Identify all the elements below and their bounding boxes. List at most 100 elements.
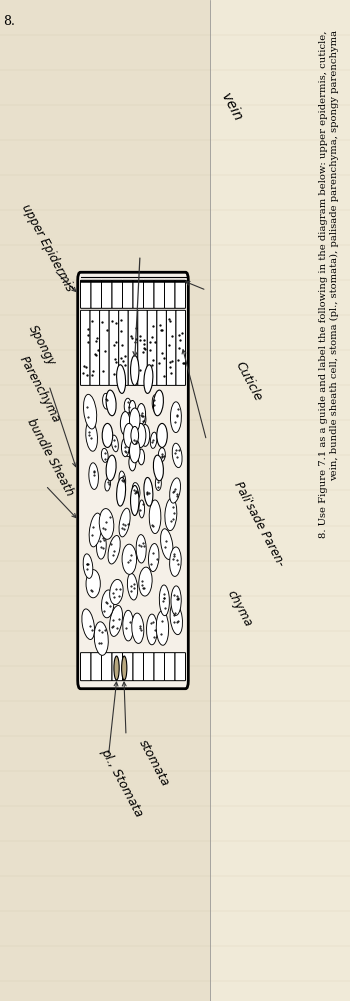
FancyBboxPatch shape <box>176 310 186 385</box>
Text: pl., Stomata: pl., Stomata <box>98 746 145 819</box>
FancyBboxPatch shape <box>154 653 164 681</box>
Ellipse shape <box>136 535 146 563</box>
Ellipse shape <box>111 435 118 451</box>
Ellipse shape <box>150 432 157 448</box>
FancyBboxPatch shape <box>80 280 91 308</box>
FancyBboxPatch shape <box>102 653 112 681</box>
FancyBboxPatch shape <box>109 310 119 385</box>
Ellipse shape <box>117 364 126 393</box>
Ellipse shape <box>170 401 181 432</box>
Ellipse shape <box>129 453 136 470</box>
Ellipse shape <box>86 420 97 451</box>
FancyBboxPatch shape <box>157 310 166 385</box>
Text: chyma: chyma <box>224 588 254 629</box>
FancyBboxPatch shape <box>175 280 186 308</box>
Ellipse shape <box>144 477 153 507</box>
Ellipse shape <box>139 568 152 596</box>
Ellipse shape <box>129 400 136 416</box>
Ellipse shape <box>120 411 130 435</box>
FancyBboxPatch shape <box>133 653 144 681</box>
Text: Spongy: Spongy <box>26 323 58 368</box>
FancyBboxPatch shape <box>112 653 122 681</box>
Ellipse shape <box>161 529 173 560</box>
Ellipse shape <box>144 364 153 393</box>
Ellipse shape <box>106 390 116 415</box>
Ellipse shape <box>153 455 163 480</box>
Ellipse shape <box>172 443 182 467</box>
Ellipse shape <box>156 611 169 646</box>
FancyBboxPatch shape <box>80 310 90 385</box>
FancyBboxPatch shape <box>100 310 109 385</box>
Text: vein: vein <box>219 91 245 123</box>
Text: 8. Use Figure 7.1 as a guide and label the following in the diagram below: upper: 8. Use Figure 7.1 as a guide and label t… <box>318 30 340 538</box>
Ellipse shape <box>102 423 113 447</box>
Ellipse shape <box>89 514 102 547</box>
Text: 8.: 8. <box>4 15 15 28</box>
Ellipse shape <box>99 509 114 540</box>
FancyBboxPatch shape <box>144 280 154 308</box>
FancyBboxPatch shape <box>122 653 133 681</box>
FancyBboxPatch shape <box>91 653 101 681</box>
Ellipse shape <box>131 355 139 385</box>
Text: Parenchyma: Parenchyma <box>17 354 63 425</box>
Ellipse shape <box>141 424 150 446</box>
Ellipse shape <box>131 485 139 516</box>
FancyBboxPatch shape <box>112 280 122 308</box>
Ellipse shape <box>132 613 144 644</box>
Text: upper Epidermis: upper Epidermis <box>19 201 76 293</box>
Ellipse shape <box>94 622 108 656</box>
Ellipse shape <box>102 448 108 462</box>
Ellipse shape <box>153 390 163 415</box>
FancyBboxPatch shape <box>164 653 175 681</box>
Ellipse shape <box>159 585 169 616</box>
Ellipse shape <box>170 477 181 504</box>
Ellipse shape <box>145 481 152 498</box>
Ellipse shape <box>121 438 129 456</box>
Ellipse shape <box>119 471 126 488</box>
Ellipse shape <box>110 580 123 605</box>
Ellipse shape <box>170 547 181 577</box>
Ellipse shape <box>138 449 145 464</box>
Ellipse shape <box>148 544 159 572</box>
Ellipse shape <box>170 603 182 635</box>
Ellipse shape <box>123 442 131 456</box>
FancyBboxPatch shape <box>91 280 101 308</box>
Ellipse shape <box>171 586 181 616</box>
Ellipse shape <box>149 499 161 534</box>
FancyBboxPatch shape <box>80 653 91 681</box>
Ellipse shape <box>158 447 165 461</box>
Ellipse shape <box>123 611 134 641</box>
Text: Cuticle: Cuticle <box>233 359 265 403</box>
Text: stomata: stomata <box>136 738 172 789</box>
Ellipse shape <box>138 409 146 426</box>
FancyBboxPatch shape <box>166 310 176 385</box>
Ellipse shape <box>122 656 127 680</box>
Ellipse shape <box>165 498 177 531</box>
Ellipse shape <box>130 438 140 462</box>
FancyBboxPatch shape <box>144 653 154 681</box>
Ellipse shape <box>135 423 146 447</box>
Ellipse shape <box>89 462 98 489</box>
Text: bundle Sheath: bundle Sheath <box>25 416 76 498</box>
Ellipse shape <box>84 394 97 429</box>
Ellipse shape <box>108 536 120 564</box>
Ellipse shape <box>96 532 106 560</box>
Ellipse shape <box>131 426 139 444</box>
Ellipse shape <box>133 435 139 454</box>
Ellipse shape <box>117 477 126 507</box>
Ellipse shape <box>83 554 93 579</box>
Ellipse shape <box>124 398 131 413</box>
FancyBboxPatch shape <box>0 0 210 1001</box>
Ellipse shape <box>114 656 119 680</box>
FancyBboxPatch shape <box>164 280 175 308</box>
Ellipse shape <box>124 423 134 447</box>
Ellipse shape <box>102 590 114 618</box>
Ellipse shape <box>157 423 167 447</box>
FancyBboxPatch shape <box>138 310 147 385</box>
Ellipse shape <box>152 394 159 412</box>
FancyBboxPatch shape <box>154 280 164 308</box>
Ellipse shape <box>139 500 145 518</box>
FancyBboxPatch shape <box>102 280 112 308</box>
FancyBboxPatch shape <box>210 0 350 1001</box>
FancyBboxPatch shape <box>133 280 144 308</box>
